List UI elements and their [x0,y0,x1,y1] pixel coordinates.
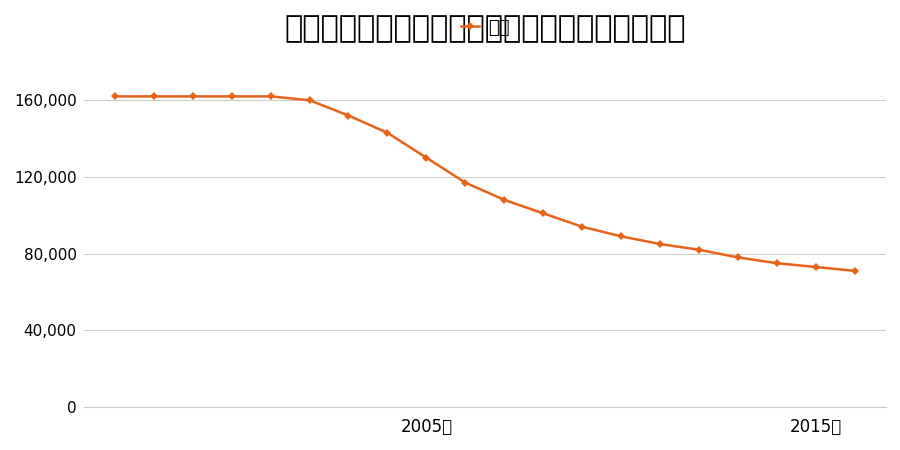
Line: 価格: 価格 [112,93,858,274]
価格 [771,261,782,266]
価格 [499,197,509,202]
価格 [304,98,315,103]
価格 [538,211,549,216]
価格 [382,130,393,135]
価格 [850,268,860,274]
価格 [811,264,822,270]
価格 [694,247,705,252]
価格 [343,113,354,118]
価格 [655,241,666,247]
価格 [733,255,743,260]
価格 [148,94,159,99]
価格 [577,224,588,230]
価格 [109,94,120,99]
Legend: 価格: 価格 [461,19,509,37]
価格 [187,94,198,99]
Title: 大分県大分市大字津守字伏子８３番１の地価推移: 大分県大分市大字津守字伏子８３番１の地価推移 [284,14,686,43]
価格 [266,94,276,99]
価格 [226,94,237,99]
価格 [421,155,432,161]
価格 [616,234,626,239]
価格 [460,180,471,185]
